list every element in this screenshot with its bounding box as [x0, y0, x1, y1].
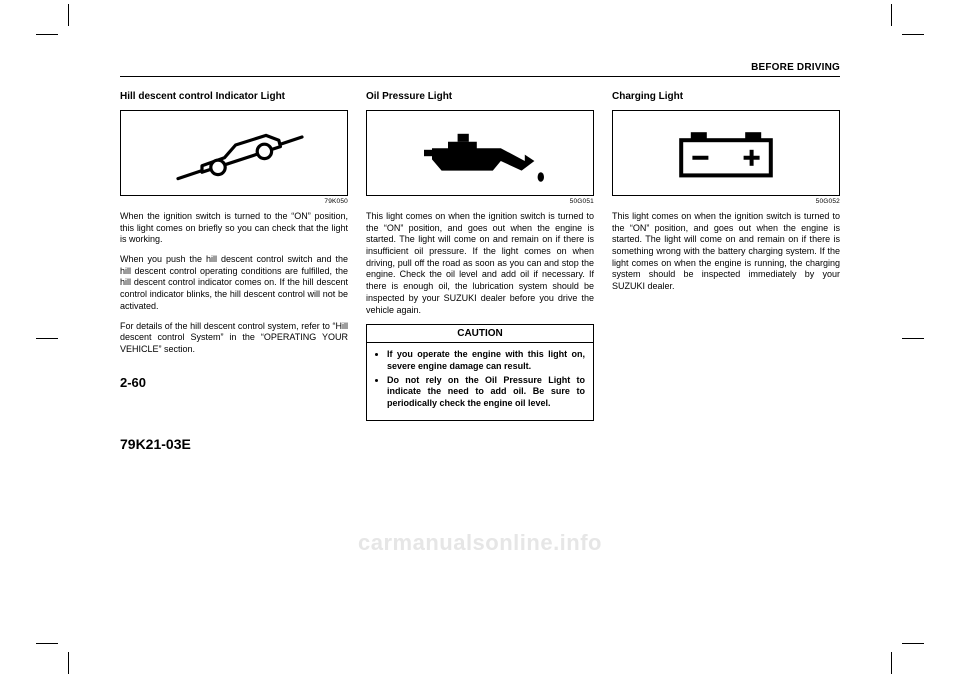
body-paragraph: This light comes on when the ignition sw… — [366, 211, 594, 316]
sheet: carmanualsonline.info BEFORE DRIVING Hil… — [120, 62, 840, 602]
crop-mark — [902, 338, 924, 339]
crop-mark — [891, 4, 892, 26]
column-hill-descent: Hill descent control Indicator Light 79K… — [120, 91, 348, 421]
figure-code: 50G052 — [612, 198, 840, 205]
body-paragraph: This light comes on when the ignition sw… — [612, 211, 840, 293]
battery-icon — [641, 113, 811, 193]
body-paragraph: When the ignition switch is turned to th… — [120, 211, 348, 246]
caution-item: If you operate the engine with this ligh… — [387, 349, 585, 372]
figure-hill-descent — [120, 110, 348, 196]
subhead: Charging Light — [612, 91, 840, 102]
watermark: carmanualsonline.info — [120, 530, 840, 556]
columns: Hill descent control Indicator Light 79K… — [120, 91, 840, 421]
crop-mark — [902, 643, 924, 644]
caution-title: CAUTION — [367, 325, 593, 343]
column-oil-pressure: Oil Pressure Light 50G051 This light com… — [366, 91, 594, 421]
crop-mark — [36, 338, 58, 339]
crop-mark — [36, 643, 58, 644]
figure-code: 50G051 — [366, 198, 594, 205]
subhead: Oil Pressure Light — [366, 91, 594, 102]
body-paragraph: When you push the hill descent control s… — [120, 254, 348, 312]
figure-charging — [612, 110, 840, 196]
running-head: BEFORE DRIVING — [120, 62, 840, 77]
page-number: 2-60 — [120, 375, 840, 390]
crop-mark — [36, 34, 58, 35]
crop-mark — [68, 4, 69, 26]
body-paragraph: For details of the hill descent control … — [120, 321, 348, 356]
page: carmanualsonline.info BEFORE DRIVING Hil… — [0, 0, 960, 678]
crop-mark — [902, 34, 924, 35]
figure-code: 79K050 — [120, 198, 348, 205]
crop-mark — [68, 652, 69, 674]
column-charging: Charging Light 50G052 This l — [612, 91, 840, 421]
figure-oil-pressure — [366, 110, 594, 196]
doc-code: 79K21-03E — [120, 436, 840, 452]
oil-can-icon — [395, 113, 565, 193]
vehicle-on-slope-icon — [149, 113, 319, 193]
subhead: Hill descent control Indicator Light — [120, 91, 348, 102]
crop-mark — [891, 652, 892, 674]
caution-box: CAUTION If you operate the engine with t… — [366, 324, 594, 420]
